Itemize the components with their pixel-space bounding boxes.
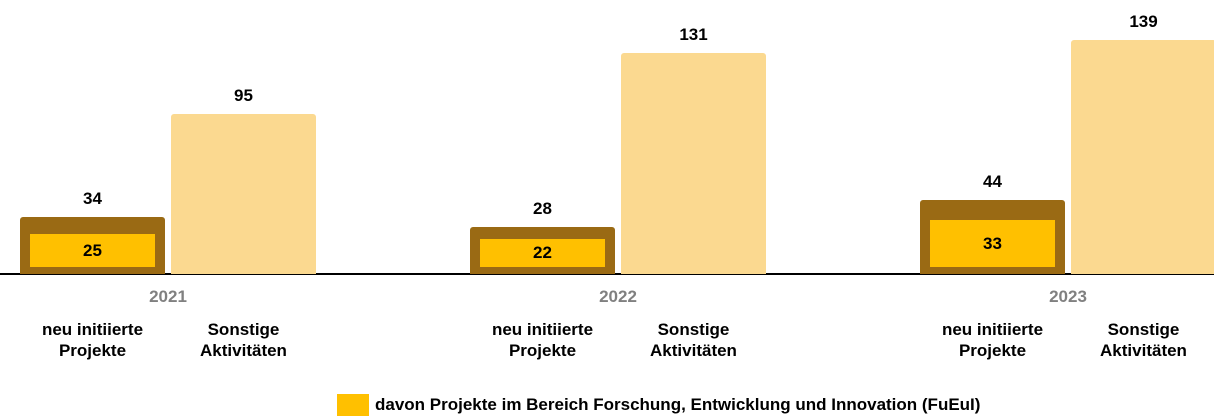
series-label: Sonstige Aktivitäten (200, 320, 287, 360)
x-tick-label: 2023 (1049, 287, 1087, 306)
bar (28, 231, 157, 269)
data-label: 33 (983, 234, 1002, 254)
legend-label: davon Projekte im Bereich Forschung, Ent… (375, 395, 981, 414)
series-label: neu initiierte Projekte (941, 320, 1044, 360)
series-label: neu initiierte Projekte (491, 320, 594, 360)
data-label: 25 (83, 240, 102, 260)
data-label: 139 (1129, 12, 1158, 31)
data-label: 131 (679, 25, 708, 45)
series-label: Sonstige Aktivitäten (1100, 320, 1187, 360)
bar (478, 236, 607, 269)
data-label: 28 (533, 198, 552, 218)
bar (928, 218, 1057, 269)
bar (1071, 40, 1214, 274)
series-label: Sonstige Aktivitäten (650, 320, 737, 360)
data-label: 34 (83, 188, 102, 208)
series-label: neu initiierte Projekte (41, 320, 144, 360)
data-label: 95 (234, 86, 253, 106)
bar (171, 114, 316, 274)
baseline (0, 273, 1214, 275)
data-label: 22 (533, 243, 552, 263)
x-tick-label: 2022 (599, 287, 637, 306)
data-label: 44 (983, 171, 1002, 191)
x-tick-label: 2021 (149, 287, 187, 306)
bar (621, 53, 766, 274)
legend-swatch (337, 394, 369, 416)
